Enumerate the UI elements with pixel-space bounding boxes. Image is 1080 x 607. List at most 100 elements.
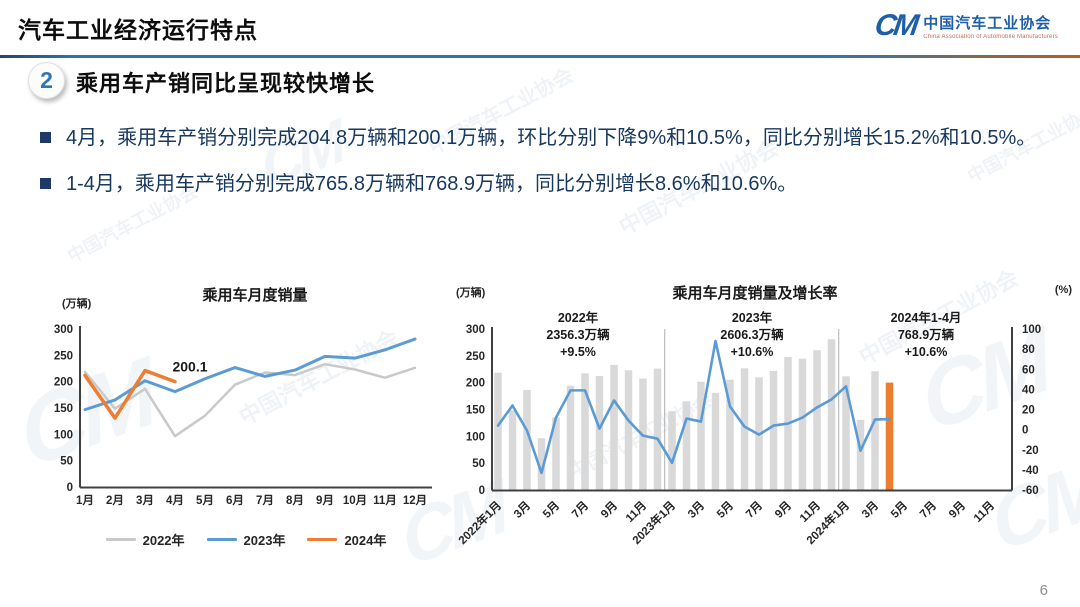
sales-bar bbox=[610, 364, 618, 490]
sales-bar bbox=[566, 385, 575, 490]
year-annotation-growth: +9.5% bbox=[560, 345, 596, 359]
sales-bar bbox=[697, 381, 705, 490]
caam-logo-name: 中国汽车工业协会 bbox=[923, 15, 1052, 32]
sales-bar bbox=[523, 389, 531, 490]
year-annotation-2023年: 2023年 2606.3万辆 +10.6% bbox=[667, 310, 837, 361]
left-chart-title: 乘用车月度销量 bbox=[202, 287, 308, 304]
legend-label: 2024年 bbox=[344, 533, 387, 548]
left-x-tick: 8月 bbox=[286, 494, 304, 507]
section-number-badge: 2 bbox=[28, 62, 65, 99]
right-chart-x-tick: 9月 bbox=[772, 499, 794, 521]
legend-label: 2022年 bbox=[142, 533, 185, 548]
right-chart-right-tick: -60 bbox=[1022, 485, 1039, 497]
growth-rate-line bbox=[496, 339, 891, 475]
left-chart-canvas: 0 50 100 150 200 250 300 1月 2月 3月 4月 5月 6月 7月 8月 9月 10月 1… bbox=[54, 324, 432, 507]
left-chart-legend: 2022年 2023年 2024年 bbox=[30, 530, 462, 549]
sales-and-growth-chart: 乘用车月度销量及增长率 (万辆) (%) 0 50 100 150 200 250 300 1… bbox=[450, 270, 1078, 605]
right-chart-x-tick: 11月 bbox=[971, 499, 997, 525]
left-x-tick: 3月 bbox=[136, 494, 154, 507]
sales-bar bbox=[537, 438, 546, 490]
year-annotation-2022年: 2022年 2356.3万辆 +9.5% bbox=[493, 310, 663, 361]
caam-logo-textblock: 中国汽车工业协会 China Association of Automobile… bbox=[923, 12, 1058, 40]
year-annotation-total: 2606.3万辆 bbox=[720, 328, 784, 342]
bullet-item: 4月，乘用车产销分别完成204.8万辆和200.1万辆，环比分别下降9%和10.… bbox=[40, 120, 1045, 156]
sales-bar bbox=[581, 373, 589, 490]
right-chart-x-tick: 3月 bbox=[685, 499, 707, 521]
right-chart-x-tick: 9月 bbox=[946, 499, 968, 521]
sales-bar bbox=[494, 372, 502, 490]
right-chart-right-tick: -20 bbox=[1022, 445, 1039, 457]
left-y-tick: 0 bbox=[67, 482, 73, 494]
left-x-tick: 2月 bbox=[106, 494, 124, 507]
left-x-tick: 9月 bbox=[316, 494, 334, 507]
right-chart-x-tick: 3月 bbox=[859, 499, 881, 521]
right-chart-right-tick: -40 bbox=[1022, 465, 1039, 477]
sales-bar bbox=[653, 368, 662, 490]
sales-bar bbox=[842, 376, 850, 490]
series-line-2023年 bbox=[83, 337, 417, 412]
right-chart-x-tick: 5月 bbox=[714, 499, 736, 521]
right-chart-right-tick: 60 bbox=[1022, 364, 1035, 376]
header-divider bbox=[0, 55, 1080, 58]
sales-bar bbox=[885, 382, 894, 490]
right-chart-right-tick: 100 bbox=[1022, 324, 1041, 336]
left-x-tick: 10月 bbox=[343, 494, 367, 507]
right-chart-right-tick: 40 bbox=[1022, 384, 1035, 396]
sales-bar bbox=[595, 375, 604, 490]
left-y-tick: 250 bbox=[54, 350, 73, 362]
left-x-tick: 7月 bbox=[256, 494, 274, 507]
point-annotation: 200.1 bbox=[172, 359, 207, 375]
right-chart-right-tick: 20 bbox=[1022, 405, 1035, 417]
sales-bar bbox=[827, 339, 836, 490]
caam-logo-subtitle: China Association of Automobile Manufact… bbox=[923, 34, 1058, 40]
sales-bar bbox=[769, 370, 778, 490]
right-chart-left-tick: 0 bbox=[479, 485, 485, 497]
right-chart-x-tick: 2022年1月 bbox=[455, 498, 504, 547]
series-line-2024年 bbox=[83, 368, 177, 420]
right-chart-x-tick: 9月 bbox=[598, 499, 620, 521]
right-chart-right-tick: 0 bbox=[1022, 425, 1028, 437]
right-chart-x-tick: 7月 bbox=[917, 499, 939, 521]
sales-bar bbox=[871, 371, 879, 490]
right-chart-left-tick: 100 bbox=[466, 431, 485, 443]
year-annotation-2024年1-4月: 2024年1-4月 768.9万辆 +10.6% bbox=[841, 310, 1011, 361]
bullet-text: 1-4月，乘用车产销分别完成765.8万辆和768.9万辆，同比分别增长8.6%… bbox=[66, 173, 798, 195]
sales-bar bbox=[856, 419, 865, 490]
right-chart-left-tick: 50 bbox=[472, 458, 485, 470]
right-chart-unit-right: (%) bbox=[1054, 284, 1072, 296]
right-chart-x-tick: 5月 bbox=[540, 499, 562, 521]
sales-bar bbox=[798, 358, 807, 490]
right-chart-title: 乘用车月度销量及增长率 bbox=[672, 285, 838, 302]
left-y-tick: 300 bbox=[54, 324, 73, 336]
right-chart-left-tick: 250 bbox=[466, 351, 485, 363]
year-annotation-label: 2022年 bbox=[557, 311, 599, 325]
right-chart-left-tick: 200 bbox=[466, 378, 485, 390]
year-annotation-growth: +10.6% bbox=[904, 345, 948, 359]
bullet-square-icon bbox=[40, 132, 51, 143]
legend-swatch-icon bbox=[206, 537, 237, 542]
year-annotation-total: 2356.3万辆 bbox=[546, 328, 610, 342]
bullet-item: 1-4月，乘用车产销分别完成765.8万辆和768.9万辆，同比分别增长8.6%… bbox=[40, 166, 1045, 202]
legend-swatch-icon bbox=[307, 537, 338, 542]
year-annotation-growth: +10.6% bbox=[730, 345, 774, 359]
sales-bar bbox=[711, 392, 720, 490]
legend-item-2023年: 2023年 bbox=[206, 530, 285, 549]
year-annotation-total: 768.9万辆 bbox=[897, 328, 955, 342]
sales-bar bbox=[726, 379, 734, 490]
right-chart-x-tick: 3月 bbox=[511, 499, 533, 521]
right-chart-x-tick: 7月 bbox=[569, 499, 591, 521]
right-chart-left-tick: 150 bbox=[466, 405, 485, 417]
caam-logo-icon: CM bbox=[872, 9, 918, 42]
caam-logo: CM 中国汽车工业协会 China Association of Automob… bbox=[872, 9, 1058, 43]
bullet-text: 4月，乘用车产销分别完成204.8万辆和200.1万辆，环比分别下降9%和10.… bbox=[66, 127, 1037, 149]
left-y-tick: 100 bbox=[54, 429, 73, 441]
sales-bar bbox=[682, 401, 691, 490]
right-chart-right-tick: 80 bbox=[1022, 344, 1035, 356]
sales-bar bbox=[624, 370, 633, 490]
sales-bar bbox=[552, 417, 560, 490]
left-x-tick: 5月 bbox=[196, 494, 214, 507]
sales-bar bbox=[740, 368, 749, 490]
sales-bar bbox=[508, 410, 517, 490]
right-chart-x-tick: 11月 bbox=[797, 499, 823, 525]
